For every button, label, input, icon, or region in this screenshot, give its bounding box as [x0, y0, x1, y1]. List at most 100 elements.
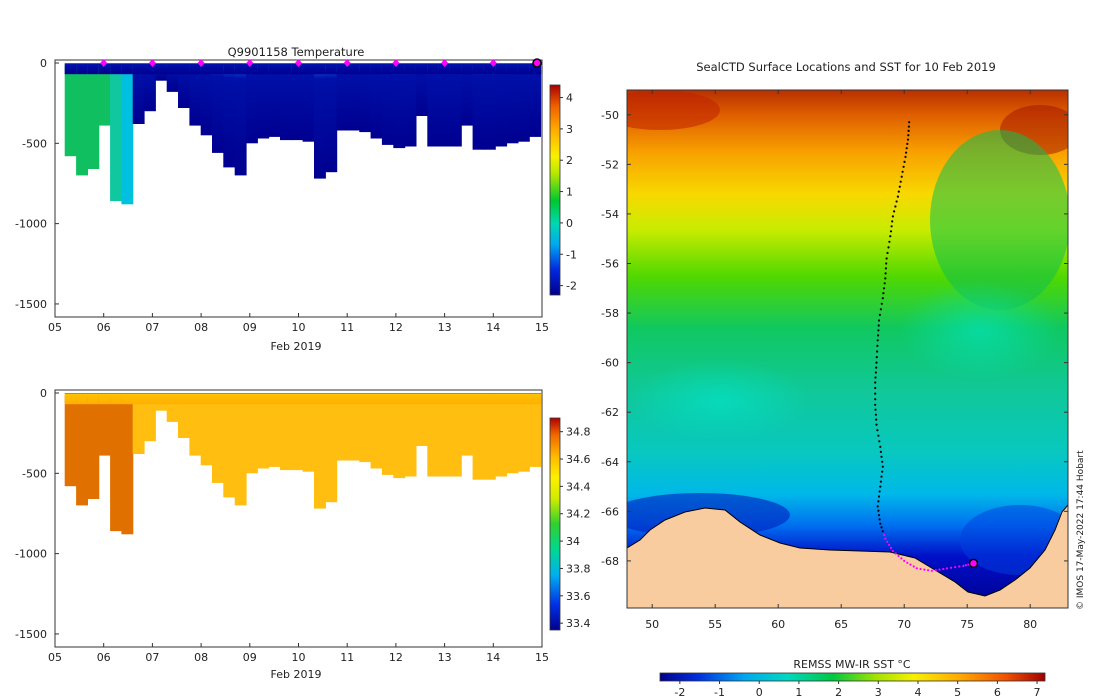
- track-point: [897, 190, 900, 193]
- profile-marker: [392, 59, 400, 67]
- profile-column: [268, 65, 281, 137]
- track-point: [962, 564, 965, 568]
- profile-surface-layer: [483, 63, 496, 75]
- x-tick-label: 09: [243, 321, 257, 334]
- x-tick-label: 09: [243, 651, 257, 664]
- profile-surface-layer: [461, 63, 474, 75]
- track-point: [888, 543, 891, 546]
- track-point: [899, 180, 902, 183]
- salinity-xlabel: Feb 2019: [271, 668, 322, 681]
- profile-column: [257, 395, 270, 469]
- profile-column: [483, 395, 496, 480]
- profile-column: [483, 65, 496, 150]
- profile-surface-layer: [359, 63, 372, 75]
- track-point: [891, 220, 894, 223]
- profile-column: [325, 395, 338, 503]
- profile-surface-layer: [483, 393, 496, 405]
- track-point: [879, 308, 883, 311]
- track-point: [934, 569, 937, 572]
- colorbar-tick-label: 3: [566, 123, 573, 136]
- profile-column: [110, 395, 122, 532]
- sst-map-panel: SealCTD Surface Locations and SST for 10…: [601, 60, 1069, 699]
- track-point: [881, 465, 884, 468]
- colorbar-tick-label: 33.4: [566, 617, 591, 630]
- track-point: [907, 134, 910, 137]
- track-point: [893, 210, 896, 213]
- sst-colorbar-tick-label: 6: [994, 686, 1001, 699]
- lat-tick-label: -60: [601, 357, 619, 370]
- track-point: [884, 537, 887, 540]
- profile-surface-layer: [212, 63, 224, 75]
- colorbar-tick-label: 34.4: [566, 480, 591, 493]
- track-point: [877, 329, 880, 332]
- track-point: [882, 287, 886, 290]
- lon-tick-label: 55: [708, 618, 722, 631]
- profile-column: [121, 65, 134, 205]
- track-point: [881, 297, 884, 300]
- sst-colorbar-tick-label: 2: [835, 686, 842, 699]
- profile-surface-layer: [404, 63, 417, 75]
- x-tick-label: 11: [340, 321, 354, 334]
- track-point: [882, 292, 885, 295]
- profile-surface-layer: [393, 63, 406, 75]
- profile-column: [472, 395, 485, 480]
- track-point: [889, 546, 893, 550]
- track-point: [875, 366, 878, 369]
- x-tick-label: 07: [145, 651, 159, 664]
- x-tick-label: 15: [535, 651, 549, 664]
- profile-column: [461, 65, 474, 126]
- profile-marker: [489, 59, 497, 67]
- antarctica-land: [627, 504, 1068, 608]
- profile-surface-layer: [495, 393, 508, 405]
- track-point: [877, 324, 880, 327]
- track-point: [906, 561, 909, 564]
- sst-colorbar-tick-label: 4: [914, 686, 921, 699]
- track-point: [874, 371, 878, 374]
- track-point: [875, 356, 878, 359]
- track-point: [877, 319, 881, 322]
- profile-column: [461, 395, 474, 456]
- y-tick-label: 0: [40, 387, 47, 400]
- x-tick-label: 12: [389, 651, 403, 664]
- profile-column: [223, 65, 236, 168]
- sst-cyan-eddy-west: [630, 360, 810, 440]
- profile-column: [268, 395, 281, 467]
- profile-column: [166, 65, 179, 92]
- track-point: [919, 567, 922, 571]
- y-tick-label: -500: [22, 137, 47, 150]
- profile-column: [178, 395, 190, 438]
- profile-column: [223, 395, 236, 498]
- salinity-profiles: [64, 393, 542, 535]
- profile-surface-layer: [268, 393, 281, 405]
- track-point: [876, 350, 879, 353]
- profile-marker: [148, 59, 156, 67]
- sst-map-title: SealCTD Surface Locations and SST for 10…: [696, 60, 996, 74]
- profile-column: [336, 65, 349, 131]
- profile-column: [517, 395, 530, 472]
- profile-surface-layer: [291, 393, 304, 405]
- x-tick-label: 08: [194, 651, 208, 664]
- profile-column: [110, 65, 122, 202]
- colorbar-tick-label: 2: [566, 154, 573, 167]
- profile-column: [415, 65, 428, 116]
- profile-column: [234, 65, 247, 176]
- profile-surface-layer: [87, 63, 100, 75]
- profile-surface-layer: [381, 393, 394, 405]
- track-point: [885, 257, 888, 260]
- temperature-profile-markers: [100, 58, 542, 68]
- profile-surface-layer: [223, 393, 236, 405]
- temperature-colorbar-ticks: 4 3 2 1 0 -1 -2: [560, 92, 577, 293]
- colorbar-tick-label: 33.6: [566, 590, 591, 603]
- track-point: [907, 129, 910, 132]
- lon-tick-label: 65: [834, 618, 848, 631]
- profile-surface-layer: [268, 63, 281, 75]
- profile-marker: [197, 59, 205, 67]
- track-point: [885, 262, 888, 265]
- profile-surface-layer: [325, 393, 338, 405]
- lat-tick-label: -68: [601, 555, 619, 568]
- profile-column: [529, 395, 542, 467]
- lon-tick-label: 80: [1023, 618, 1037, 631]
- sst-map-frame: [626, 89, 1069, 609]
- y-tick-label: -500: [22, 467, 47, 480]
- profile-surface-layer: [415, 63, 428, 75]
